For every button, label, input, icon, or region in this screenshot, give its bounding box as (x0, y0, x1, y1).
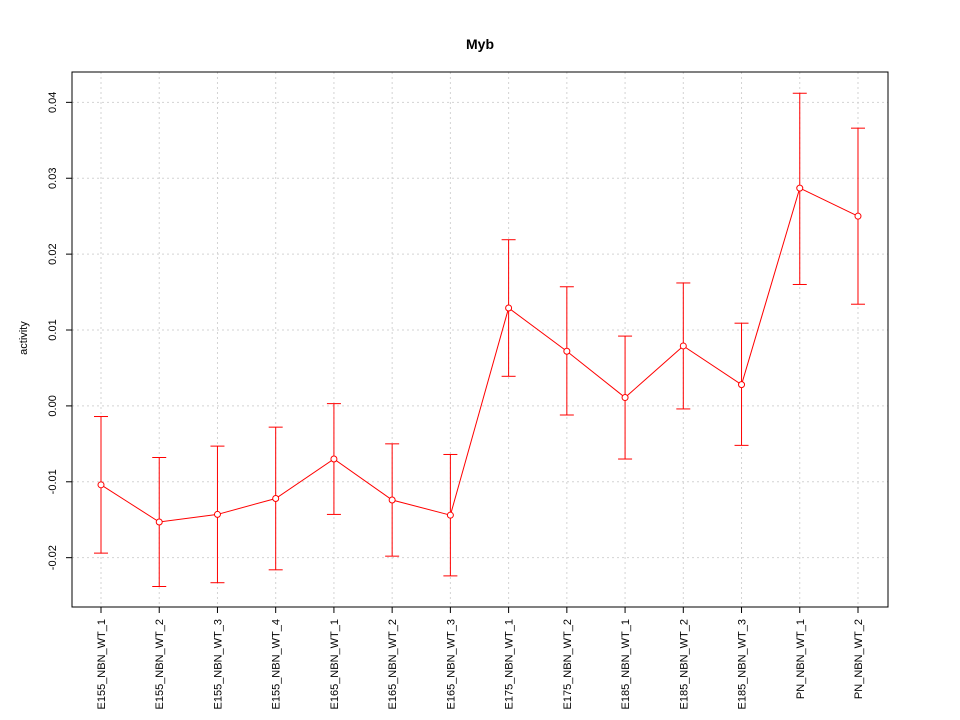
data-points (97, 184, 862, 526)
error-bars (94, 92, 865, 588)
y-axis-label: activity (18, 321, 30, 355)
y-tick-label: 0.04 (47, 92, 59, 113)
data-point (213, 510, 221, 518)
y-tick-label: 0.00 (47, 395, 59, 416)
x-tick-label: E175_NBN_WT_1 (504, 619, 516, 710)
y-tick-label: 0.01 (47, 319, 59, 340)
data-point (155, 518, 163, 526)
x-tick-label: E155_NBN_WT_4 (271, 619, 283, 710)
data-point (272, 494, 280, 502)
x-tick-label: E155_NBN_WT_3 (212, 619, 224, 710)
y-axis: -0.02 -0.01 0.00 0.01 0.02 0.03 0.04 (47, 92, 72, 570)
x-tick-label: E165_NBN_WT_1 (329, 619, 341, 710)
x-tick-label: E185_NBN_WT_3 (737, 619, 749, 710)
x-tick-label: E185_NBN_WT_1 (620, 619, 632, 710)
chart-title: Myb (466, 36, 494, 52)
plot-frame (71, 71, 889, 608)
data-point (388, 496, 396, 504)
data-point (505, 304, 513, 312)
x-tick-label: PN_NBN_WT_1 (795, 619, 807, 699)
x-tick-label: PN_NBN_WT_2 (853, 619, 865, 699)
data-point (446, 511, 454, 519)
y-tick-label: -0.02 (47, 545, 59, 570)
x-axis: E155_NBN_WT_1 E155_NBN_WT_2 E155_NBN_WT_3 E… (96, 607, 865, 710)
grid (72, 72, 888, 607)
y-tick-label: -0.01 (47, 469, 59, 494)
x-tick-label: E175_NBN_WT_2 (562, 619, 574, 710)
data-point (563, 347, 571, 355)
series-path (100, 187, 859, 523)
y-tick-label: 0.03 (47, 168, 59, 189)
x-tick-label: E165_NBN_WT_2 (387, 619, 399, 710)
data-point (796, 184, 804, 192)
data-point (854, 212, 862, 220)
data-point (621, 394, 629, 402)
y-tick-label: 0.02 (47, 243, 59, 264)
data-point (330, 455, 338, 463)
data-point (97, 481, 105, 489)
data-point (679, 342, 687, 350)
x-tick-label: E155_NBN_WT_1 (96, 619, 108, 710)
series-line (100, 187, 859, 523)
x-tick-label: E185_NBN_WT_2 (678, 619, 690, 710)
x-tick-label: E165_NBN_WT_3 (445, 619, 457, 710)
data-point (738, 381, 746, 389)
x-tick-label: E155_NBN_WT_2 (154, 619, 166, 710)
